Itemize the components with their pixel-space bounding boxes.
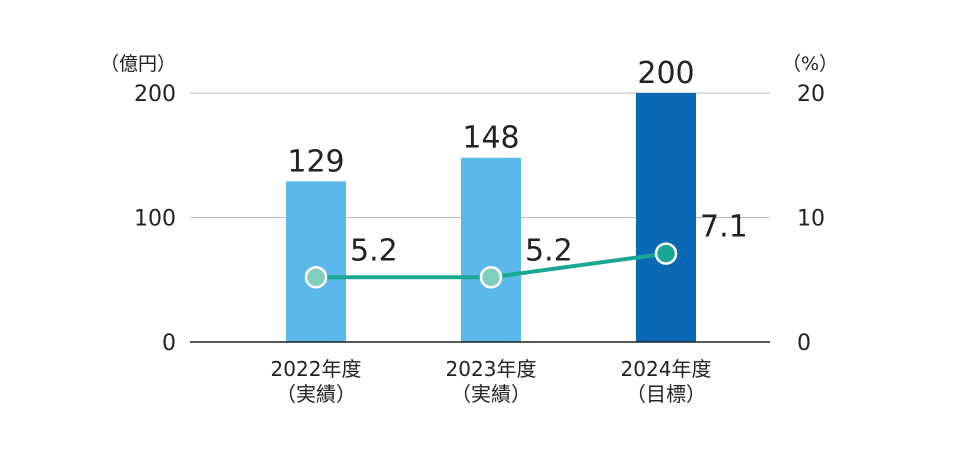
ratio-value-label: 5.2 xyxy=(525,233,573,268)
ratio-point xyxy=(479,266,503,289)
left-axis-unit: （億円） xyxy=(100,53,176,75)
ratio-point xyxy=(654,242,678,265)
category-label-year: 2023年度 xyxy=(446,357,537,381)
bar-value-label: 148 xyxy=(462,121,519,156)
left-axis-tick-label: 100 xyxy=(134,207,176,232)
ratio-value-label: 7.1 xyxy=(700,210,748,245)
bar-value-label: 129 xyxy=(287,144,344,179)
category-label-kind: （実績） xyxy=(451,382,531,406)
left-axis-tick-label: 0 xyxy=(162,331,176,356)
category-label-kind: （目標） xyxy=(626,382,706,406)
ratio-point xyxy=(304,266,328,289)
bar xyxy=(636,93,696,342)
category-label-year: 2022年度 xyxy=(271,357,362,381)
right-axis-tick-label: 20 xyxy=(797,82,825,107)
bar xyxy=(461,157,521,342)
left-axis-tick-label: 200 xyxy=(134,82,176,107)
bar xyxy=(286,181,346,342)
category-label-year: 2024年度 xyxy=(621,357,712,381)
bar-value-label: 200 xyxy=(637,56,694,91)
ratio-value-label: 5.2 xyxy=(350,233,398,268)
right-axis-tick-label: 10 xyxy=(797,207,825,232)
right-axis-unit: （%） xyxy=(782,53,838,75)
right-axis-tick-label: 0 xyxy=(797,331,811,356)
category-label-kind: （実績） xyxy=(276,382,356,406)
